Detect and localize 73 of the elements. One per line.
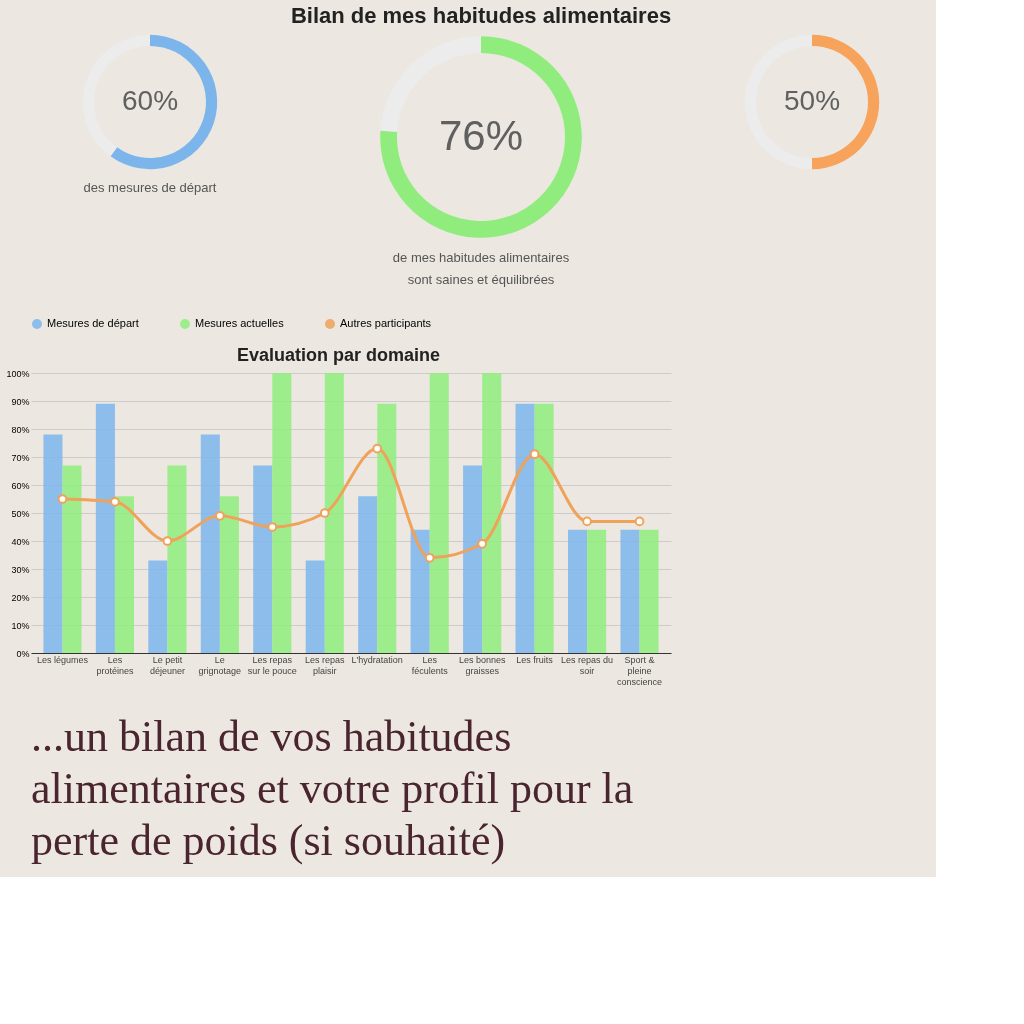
text: ...un bilan de vos habitudes alimentaires et votre profil pour la perte de poids (si souhaité) bbox=[31, 712, 634, 865]
point bbox=[529, 449, 540, 460]
point bbox=[110, 496, 120, 507]
bar bbox=[410, 529, 430, 653]
y-tick-label: 80% bbox=[11, 424, 30, 435]
text: des mesures de départ bbox=[83, 180, 217, 195]
bar bbox=[167, 465, 187, 653]
bar bbox=[567, 529, 588, 653]
y-tick-label: 60% bbox=[11, 480, 30, 491]
bar bbox=[324, 373, 344, 653]
bar bbox=[534, 403, 554, 653]
bar bbox=[305, 560, 325, 653]
point bbox=[424, 552, 435, 563]
point bbox=[477, 538, 488, 549]
point bbox=[214, 510, 225, 521]
bar bbox=[463, 465, 483, 653]
text: de mes habitudes alimentaires bbox=[392, 250, 570, 265]
bar bbox=[377, 403, 397, 653]
point bbox=[319, 508, 330, 518]
y-tick-label: 70% bbox=[11, 452, 30, 463]
x-tick-label: Le grignotage bbox=[198, 654, 242, 676]
y-tick-label: 40% bbox=[11, 536, 30, 547]
bar bbox=[358, 496, 378, 653]
y-tick-label: 90% bbox=[11, 396, 30, 407]
y-tick-label: 20% bbox=[11, 592, 30, 603]
bar bbox=[482, 373, 502, 653]
x-tick-label: Sport & pleine conscience bbox=[617, 654, 663, 687]
y-tick-label: 10% bbox=[11, 620, 30, 631]
x-tick-label: Les protéines bbox=[96, 654, 134, 676]
bar bbox=[62, 465, 82, 653]
bar bbox=[515, 403, 535, 653]
data-label: 60% bbox=[121, 85, 179, 116]
x-tick-label: Les légumes bbox=[36, 654, 89, 665]
bar bbox=[429, 373, 449, 653]
x-tick-label: Les repas plaisir bbox=[305, 654, 346, 676]
bar bbox=[219, 496, 239, 653]
x-tick-label: Les fruits bbox=[516, 654, 554, 665]
bar bbox=[148, 560, 168, 653]
legend-label: Mesures de départ bbox=[47, 317, 139, 329]
data-label: 76% bbox=[438, 112, 524, 159]
bar bbox=[200, 434, 220, 653]
point bbox=[582, 516, 592, 527]
bar bbox=[272, 373, 292, 653]
x-tick-label: Les repas du soir bbox=[561, 654, 614, 676]
legend-label: Mesures actuelles bbox=[195, 317, 285, 329]
bar bbox=[253, 465, 273, 653]
chart-title: Bilan de mes habitudes alimentaires bbox=[290, 3, 672, 28]
bar bbox=[95, 403, 115, 653]
point bbox=[162, 536, 173, 546]
bar bbox=[114, 496, 135, 653]
donut-slice bbox=[110, 34, 218, 170]
legend-label: Autres participants bbox=[340, 317, 432, 329]
point bbox=[57, 494, 68, 504]
bar bbox=[43, 434, 63, 653]
bar bbox=[639, 529, 659, 653]
bar bbox=[620, 529, 640, 653]
x-tick-label: L'hydratation bbox=[351, 654, 403, 665]
y-tick-label: 0% bbox=[16, 648, 30, 659]
x-tick-label: Le petit déjeuner bbox=[149, 654, 185, 676]
y-tick-label: 100% bbox=[6, 368, 30, 379]
chart-title: Evaluation par domaine bbox=[236, 345, 441, 365]
x-tick-label: Les bonnes graisses bbox=[458, 654, 506, 676]
point bbox=[267, 522, 278, 532]
point bbox=[372, 443, 383, 454]
x-tick-label: Les repas sur le pouce bbox=[247, 654, 297, 676]
y-tick-label: 30% bbox=[11, 564, 30, 575]
point bbox=[634, 516, 645, 527]
x-tick-label: Les féculents bbox=[411, 654, 449, 676]
text: sont saines et équilibrées bbox=[407, 272, 555, 287]
bar bbox=[587, 529, 607, 653]
data-label: 50% bbox=[783, 85, 841, 116]
donut-slice bbox=[380, 36, 582, 238]
y-tick-label: 50% bbox=[11, 508, 30, 519]
